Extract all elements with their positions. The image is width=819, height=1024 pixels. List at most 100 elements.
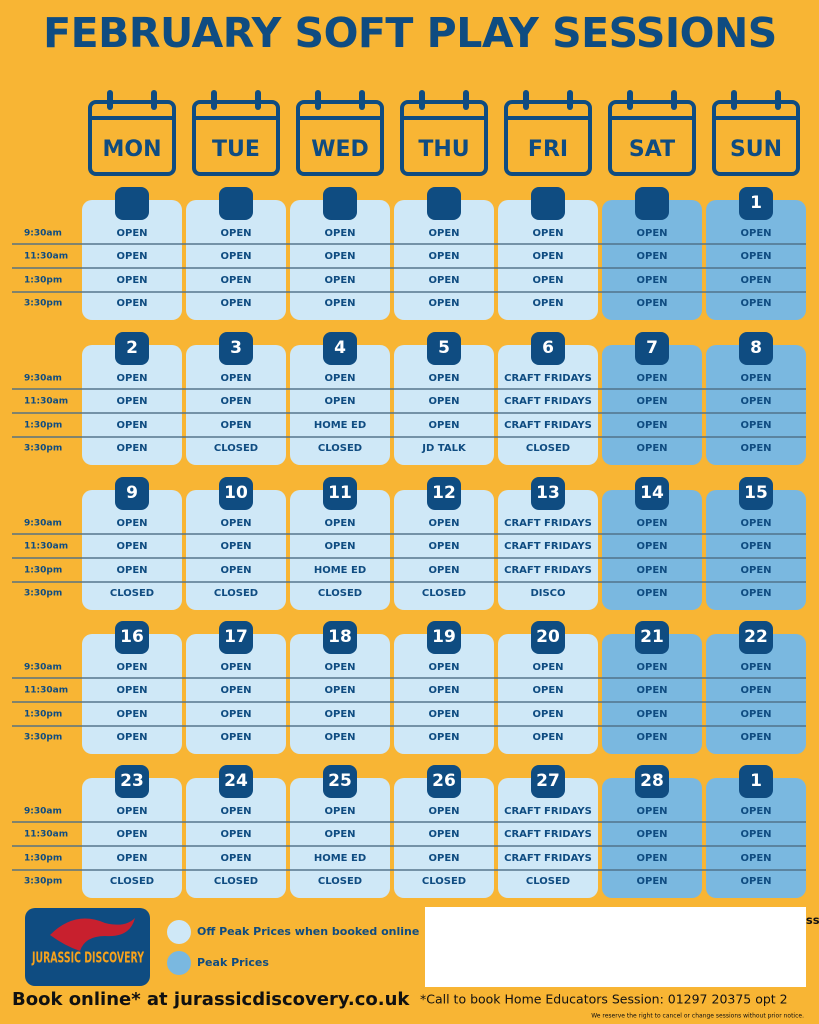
date-tab bbox=[115, 477, 149, 510]
session: OPEN bbox=[220, 420, 251, 431]
time-label: 11:30am bbox=[24, 542, 68, 552]
session: OPEN bbox=[428, 275, 459, 286]
day-card bbox=[394, 345, 494, 465]
session: OPEN bbox=[636, 732, 667, 743]
session: OPEN bbox=[532, 685, 563, 696]
session: OPEN bbox=[740, 662, 771, 673]
session: OPEN bbox=[636, 853, 667, 864]
calendar-ring bbox=[151, 90, 157, 110]
session: OPEN bbox=[220, 275, 251, 286]
day-label: THU bbox=[418, 137, 469, 162]
session: OPEN bbox=[116, 732, 147, 743]
calendar-ring bbox=[731, 90, 737, 110]
date-number: 26 bbox=[432, 771, 456, 791]
logo-text: JURASSIC DISCOVERY bbox=[31, 949, 144, 967]
session: OPEN bbox=[636, 565, 667, 576]
session: OPEN bbox=[428, 541, 459, 552]
session: CLOSED bbox=[214, 588, 258, 599]
calendar-ring bbox=[627, 90, 633, 110]
session: OPEN bbox=[220, 228, 251, 239]
time-label: 9:30am bbox=[24, 663, 62, 673]
session: OPEN bbox=[116, 518, 147, 529]
session: OPEN bbox=[116, 709, 147, 720]
session: OPEN bbox=[636, 709, 667, 720]
date-number: 11 bbox=[328, 483, 352, 503]
day-card bbox=[498, 634, 598, 754]
session: OPEN bbox=[220, 541, 251, 552]
calendar-ring bbox=[107, 90, 113, 110]
calendar-icon bbox=[88, 100, 176, 176]
date-tab bbox=[635, 332, 669, 365]
time-label: 11:30am bbox=[24, 252, 68, 262]
session: CRAFT FRIDAYS bbox=[504, 829, 592, 840]
date-tab bbox=[739, 477, 773, 510]
day-label: SAT bbox=[629, 137, 675, 162]
session: OPEN bbox=[740, 685, 771, 696]
date-tab bbox=[427, 765, 461, 798]
session: OPEN bbox=[220, 298, 251, 309]
day-card bbox=[82, 634, 182, 754]
session: HOME ED bbox=[314, 853, 366, 864]
session: OPEN bbox=[428, 662, 459, 673]
calendar-ring bbox=[671, 90, 677, 110]
day-card bbox=[290, 490, 390, 610]
time-label: 3:30pm bbox=[24, 733, 62, 743]
date-tab bbox=[115, 621, 149, 654]
notes-box bbox=[425, 907, 806, 987]
session: OPEN bbox=[740, 732, 771, 743]
session: OPEN bbox=[636, 829, 667, 840]
date-number: 22 bbox=[744, 627, 768, 647]
date-tab bbox=[427, 332, 461, 365]
session: OPEN bbox=[220, 829, 251, 840]
session: OPEN bbox=[532, 251, 563, 262]
date-tab bbox=[323, 765, 357, 798]
session: OPEN bbox=[324, 662, 355, 673]
session: OPEN bbox=[636, 662, 667, 673]
date-number: 14 bbox=[640, 483, 664, 503]
session: OPEN bbox=[324, 518, 355, 529]
date-number: 1 bbox=[750, 771, 762, 791]
date-tab bbox=[427, 621, 461, 654]
session: HOME ED bbox=[314, 420, 366, 431]
calendar-icon bbox=[608, 100, 696, 176]
session: OPEN bbox=[636, 518, 667, 529]
call: *Call to book Home Educators Session: 01… bbox=[420, 992, 788, 1007]
calendar-ring bbox=[567, 90, 573, 110]
date-tab bbox=[323, 477, 357, 510]
date-number: 27 bbox=[536, 771, 560, 791]
session: OPEN bbox=[740, 251, 771, 262]
day-card bbox=[394, 200, 494, 320]
calendar-icon bbox=[504, 100, 592, 176]
session: OPEN bbox=[636, 685, 667, 696]
day-card bbox=[498, 778, 598, 898]
date-number: 24 bbox=[224, 771, 248, 791]
session: OPEN bbox=[116, 541, 147, 552]
day-label: SUN bbox=[730, 137, 782, 162]
date-number: 6 bbox=[542, 338, 554, 358]
date-tab bbox=[531, 477, 565, 510]
session: CLOSED bbox=[318, 588, 362, 599]
session: OPEN bbox=[740, 565, 771, 576]
date-number: 19 bbox=[432, 627, 456, 647]
session: OPEN bbox=[636, 541, 667, 552]
session: OPEN bbox=[116, 373, 147, 384]
session: OPEN bbox=[324, 709, 355, 720]
session: OPEN bbox=[324, 806, 355, 817]
calendar-ring bbox=[463, 90, 469, 110]
disclaimer: We reserve the right to cancel or change… bbox=[591, 1013, 804, 1020]
session: OPEN bbox=[740, 541, 771, 552]
session: CLOSED bbox=[422, 876, 466, 887]
session: CLOSED bbox=[526, 443, 570, 454]
time-label: 11:30am bbox=[24, 397, 68, 407]
day-label: MON bbox=[102, 137, 161, 162]
time-label: 1:30pm bbox=[24, 710, 62, 720]
session: OPEN bbox=[636, 588, 667, 599]
session: CRAFT FRIDAYS bbox=[504, 518, 592, 529]
day-card bbox=[290, 778, 390, 898]
session: OPEN bbox=[532, 732, 563, 743]
session: OPEN bbox=[116, 806, 147, 817]
date-tab bbox=[635, 765, 669, 798]
date-number: 15 bbox=[744, 483, 768, 503]
calendar-icon bbox=[296, 100, 384, 176]
session: CLOSED bbox=[318, 876, 362, 887]
